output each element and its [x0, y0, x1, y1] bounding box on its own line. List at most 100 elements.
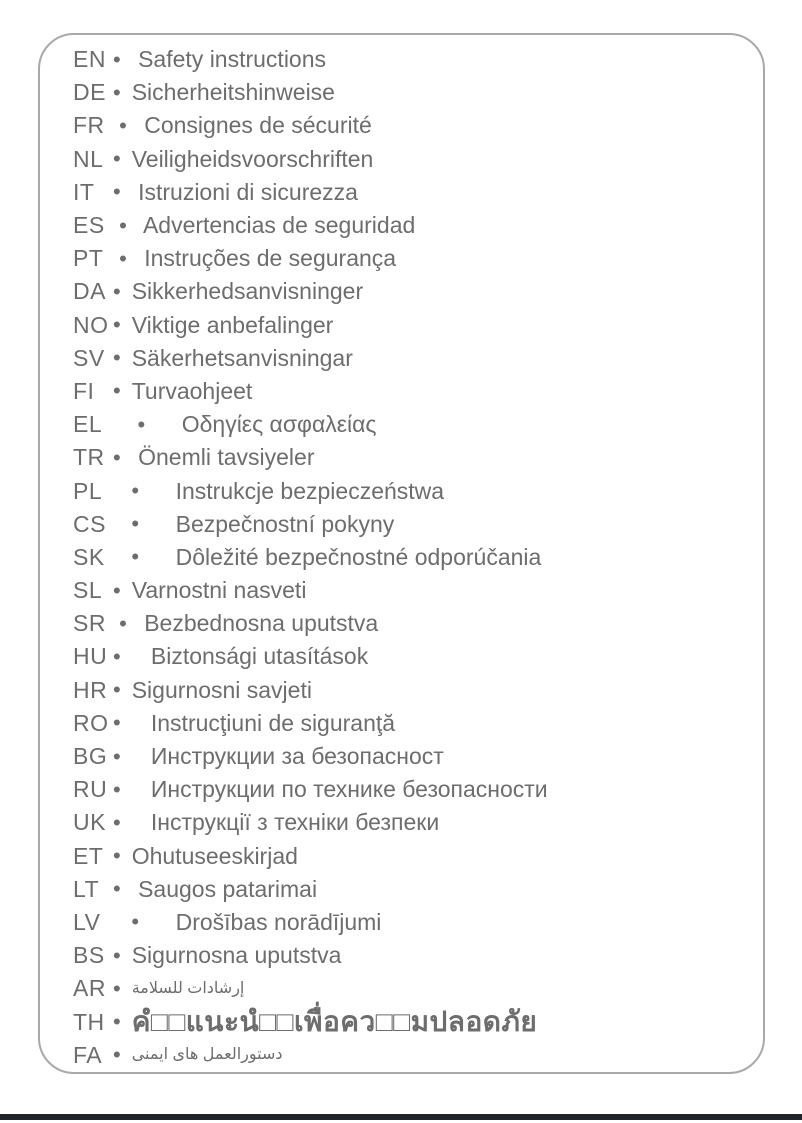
- language-label: Veiligheidsvoorschriften: [131, 145, 374, 172]
- language-row: BS • Sigurnosna uputstva: [73, 939, 753, 972]
- language-label: Consignes de sécurité: [137, 112, 372, 139]
- language-label: Dôležité bezpečnostné odporúčania: [150, 543, 542, 570]
- language-label: Biztonsági utasítások: [131, 643, 369, 670]
- bullet-icon: •: [113, 643, 121, 669]
- language-row: FI • Turvaohjeet: [73, 375, 753, 408]
- language-code: FR: [73, 112, 105, 139]
- bullet-icon: •: [113, 112, 127, 138]
- bullet-icon: •: [113, 312, 121, 338]
- language-row: SR • Bezbednosna uputstva: [73, 607, 753, 640]
- bullet-icon: •: [113, 975, 121, 1001]
- language-code: RU: [73, 776, 108, 803]
- language-label: Sicherheitshinweise: [131, 79, 335, 106]
- language-code: EN: [73, 46, 106, 73]
- bullet-icon: •: [113, 876, 121, 902]
- language-row: ET • Ohutuseeskirjad: [73, 840, 753, 873]
- language-code: ES: [73, 212, 105, 239]
- language-code: TH: [73, 1008, 105, 1035]
- language-label: Instruções de segurança: [137, 245, 397, 272]
- language-row: NO • Viktige anbefalinger: [73, 309, 753, 342]
- language-code: FA: [73, 1041, 103, 1068]
- language-label: Bezbednosna uputstva: [137, 610, 379, 637]
- language-row: LT • Saugos patarimai: [73, 873, 753, 906]
- language-label: Инструкции за безопасност: [131, 743, 444, 770]
- language-label: Sikkerhedsanvisninger: [131, 278, 364, 305]
- language-row: SK • Dôležité bezpečnostné odporúčania: [73, 541, 753, 574]
- bullet-icon: •: [113, 942, 121, 968]
- language-label: Saugos patarimai: [131, 875, 318, 902]
- language-code: SK: [73, 543, 105, 570]
- language-row: EN • Safety instructions: [73, 43, 753, 76]
- language-code: SL: [73, 577, 103, 604]
- language-row: CS • Bezpečnostní pokyny: [73, 508, 753, 541]
- language-row: PT • Instruções de segurança: [73, 242, 753, 275]
- bullet-icon: •: [113, 146, 121, 172]
- language-list-panel: EN • Safety instructions DE • Sicherheit…: [38, 33, 765, 1074]
- language-row: HR • Sigurnosni savjeti: [73, 674, 753, 707]
- language-code: HR: [73, 676, 108, 703]
- language-code: LT: [73, 875, 100, 902]
- language-code: IT: [73, 178, 95, 205]
- language-code: BG: [73, 743, 108, 770]
- language-row: PL • Instrukcje bezpieczeństwa: [73, 474, 753, 507]
- bullet-icon: •: [113, 411, 146, 437]
- language-code: TR: [73, 444, 105, 471]
- bullet-icon: •: [113, 909, 140, 935]
- language-label: Viktige anbefalinger: [131, 311, 334, 338]
- language-label: Varnostni nasveti: [131, 577, 307, 604]
- bullet-icon: •: [113, 245, 127, 271]
- language-code: UK: [73, 809, 106, 836]
- language-row: LV • Drošības norādījumi: [73, 906, 753, 939]
- language-row: FA • دستورالعمل های ایمنی: [73, 1039, 753, 1072]
- language-row: SL • Varnostni nasveti: [73, 574, 753, 607]
- bullet-icon: •: [113, 345, 121, 371]
- language-row: BG • Инструкции за безопасност: [73, 740, 753, 773]
- bullet-icon: •: [113, 511, 140, 537]
- language-row: AR • إرشادات للسلامة: [73, 972, 753, 1005]
- language-label: Инструкции по технике безопасности: [131, 776, 548, 803]
- language-label: Οδηγίες ασφαλείας: [156, 411, 377, 438]
- language-label: Istruzioni di sicurezza: [131, 178, 358, 205]
- bullet-icon: •: [113, 1009, 121, 1035]
- bullet-icon: •: [113, 610, 127, 636]
- bullet-icon: •: [113, 577, 121, 603]
- language-row: IT • Istruzioni di sicurezza: [73, 176, 753, 209]
- language-code: SR: [73, 610, 106, 637]
- language-label: إرشادات للسلامة: [131, 979, 245, 997]
- bullet-icon: •: [113, 79, 121, 105]
- bullet-icon: •: [113, 378, 121, 404]
- language-code: LV: [73, 908, 101, 935]
- bottom-bar: [0, 1114, 802, 1120]
- language-row: UK • Інструкції з техніки безпеки: [73, 806, 753, 839]
- bullet-icon: •: [113, 179, 121, 205]
- language-code: DE: [73, 79, 106, 106]
- language-row: RO • Instrucţiuni de siguranţă: [73, 707, 753, 740]
- bullet-icon: •: [113, 212, 127, 238]
- language-row: SV • Säkerhetsanvisningar: [73, 342, 753, 375]
- language-code: PT: [73, 245, 104, 272]
- bullet-icon: •: [113, 444, 121, 470]
- language-row: TH • คํ□□แนะนํ□□เพื่อคว□□มปลอดภัย: [73, 1005, 753, 1038]
- language-code: NO: [73, 311, 109, 338]
- language-code: PL: [73, 477, 103, 504]
- bullet-icon: •: [113, 710, 121, 736]
- bullet-icon: •: [113, 278, 121, 304]
- language-code: FI: [73, 377, 95, 404]
- language-row: TR • Önemli tavsiyeler: [73, 441, 753, 474]
- language-label: Sigurnosni savjeti: [131, 676, 312, 703]
- language-code: BS: [73, 942, 105, 969]
- bullet-icon: •: [113, 776, 121, 802]
- language-row: EL • Οδηγίες ασφαλείας: [73, 408, 753, 441]
- language-label: Інструкції з техніки безпеки: [131, 809, 440, 836]
- language-label: Instrucţiuni de siguranţă: [131, 709, 396, 736]
- language-label: Turvaohjeet: [131, 377, 253, 404]
- language-row: RU • Инструкции по технике безопасности: [73, 773, 753, 806]
- bullet-icon: •: [113, 46, 121, 72]
- language-label: Safety instructions: [131, 46, 327, 73]
- language-label: Säkerhetsanvisningar: [131, 344, 353, 371]
- language-code: EL: [73, 411, 103, 438]
- language-row: DA • Sikkerhedsanvisninger: [73, 275, 753, 308]
- language-label: Sigurnosna uputstva: [131, 942, 342, 969]
- bullet-icon: •: [113, 809, 121, 835]
- language-code: RO: [73, 709, 109, 736]
